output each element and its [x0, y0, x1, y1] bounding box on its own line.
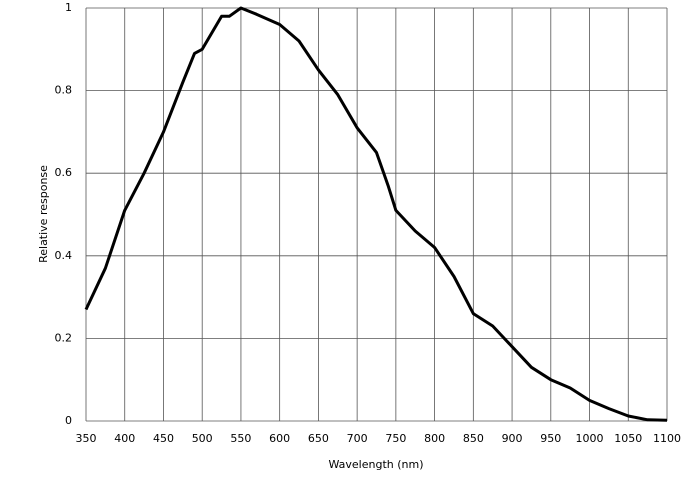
y-tick-label: 0.8 [55, 84, 73, 97]
y-tick-label: 0.6 [55, 166, 73, 179]
x-tick-label: 650 [308, 432, 329, 445]
y-tick-label: 0.4 [55, 249, 73, 262]
x-tick-label: 750 [385, 432, 406, 445]
x-tick-label: 600 [269, 432, 290, 445]
x-axis-label: Wavelength (nm) [328, 458, 423, 471]
x-tick-label: 700 [347, 432, 368, 445]
x-tick-label: 350 [76, 432, 97, 445]
x-tick-label: 400 [114, 432, 135, 445]
y-tick-label: 0 [65, 414, 72, 427]
x-tick-label: 550 [230, 432, 251, 445]
x-tick-label: 1100 [653, 432, 681, 445]
y-tick-label: 0.2 [55, 331, 73, 344]
line-series [84, 6, 668, 422]
x-tick-label: 500 [192, 432, 213, 445]
y-tick-label: 1 [65, 1, 72, 14]
x-tick-label: 850 [463, 432, 484, 445]
y-axis-label: Relative response [37, 165, 50, 263]
x-tick-label: 900 [502, 432, 523, 445]
x-tick-label: 800 [424, 432, 445, 445]
x-tick-label: 1050 [614, 432, 642, 445]
x-tick-label: 450 [153, 432, 174, 445]
x-tick-label: 1000 [576, 432, 604, 445]
x-tick-label: 950 [540, 432, 561, 445]
